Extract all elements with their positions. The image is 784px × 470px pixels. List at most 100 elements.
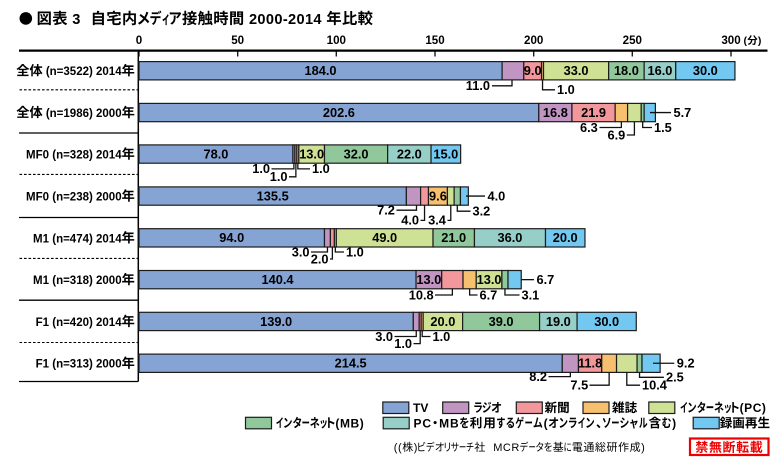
svg-text:1.0: 1.0 xyxy=(557,82,575,97)
svg-text:MCR: MCR xyxy=(493,442,520,454)
svg-text:30.0: 30.0 xyxy=(594,314,619,329)
svg-text:(n=313): (n=313) xyxy=(52,359,93,371)
svg-text:5.7: 5.7 xyxy=(674,105,692,120)
svg-text:(n=3522): (n=3522) xyxy=(46,66,93,78)
svg-text:39.0: 39.0 xyxy=(489,314,514,329)
svg-text:M1: M1 xyxy=(33,233,50,245)
svg-text:21.0: 21.0 xyxy=(441,230,466,245)
svg-text:139.0: 139.0 xyxy=(260,314,292,329)
svg-text:9.2: 9.2 xyxy=(677,356,695,371)
svg-text:13.0: 13.0 xyxy=(299,146,324,161)
svg-text:MF0: MF0 xyxy=(26,192,49,204)
svg-text:6.7: 6.7 xyxy=(480,287,498,302)
svg-text:100: 100 xyxy=(327,34,346,47)
svg-text:2000: 2000 xyxy=(96,108,122,120)
svg-text:94.0: 94.0 xyxy=(219,230,244,245)
svg-text:30.0: 30.0 xyxy=(693,63,718,78)
svg-text:20.0: 20.0 xyxy=(553,230,578,245)
svg-text:1.0: 1.0 xyxy=(270,169,288,184)
svg-text:1.0: 1.0 xyxy=(433,329,451,344)
svg-text:3.4: 3.4 xyxy=(428,213,447,228)
svg-text:78.0: 78.0 xyxy=(203,146,228,161)
svg-text:11.0: 11.0 xyxy=(466,78,490,93)
svg-text:0: 0 xyxy=(136,34,142,47)
svg-text:4.0: 4.0 xyxy=(401,213,419,228)
svg-text:3.0: 3.0 xyxy=(292,244,310,259)
svg-text:(n=318): (n=318) xyxy=(52,275,93,287)
svg-text:): ) xyxy=(414,442,418,454)
svg-text:6.3: 6.3 xyxy=(580,120,598,135)
svg-text:): ) xyxy=(641,442,645,454)
svg-text:MB: MB xyxy=(439,416,459,430)
svg-text:2000-2014: 2000-2014 xyxy=(249,12,322,28)
svg-text:1.0: 1.0 xyxy=(394,336,412,351)
svg-text:2014: 2014 xyxy=(96,66,122,78)
svg-text:2000: 2000 xyxy=(96,359,122,371)
svg-text:2.5: 2.5 xyxy=(666,370,684,385)
svg-text:((: (( xyxy=(394,442,402,454)
svg-text:6.9: 6.9 xyxy=(608,127,626,142)
svg-text:2000: 2000 xyxy=(96,275,122,287)
svg-text:9.6: 9.6 xyxy=(429,188,447,203)
svg-text:21.9: 21.9 xyxy=(581,105,606,120)
svg-text:15.0: 15.0 xyxy=(433,146,458,161)
svg-text:F1: F1 xyxy=(36,317,50,329)
svg-text:32.0: 32.0 xyxy=(344,146,369,161)
svg-text:250: 250 xyxy=(623,34,642,47)
svg-text:2014: 2014 xyxy=(96,233,122,245)
svg-text:16.0: 16.0 xyxy=(647,63,672,78)
svg-text:20.0: 20.0 xyxy=(430,314,455,329)
svg-text:13.0: 13.0 xyxy=(416,272,441,287)
svg-text:2014: 2014 xyxy=(96,150,122,162)
svg-text:1.0: 1.0 xyxy=(346,244,364,259)
svg-text:(: ( xyxy=(744,35,748,47)
svg-text:4.0: 4.0 xyxy=(488,188,506,203)
svg-text:MF0: MF0 xyxy=(26,150,49,162)
svg-text:135.5: 135.5 xyxy=(257,188,289,203)
svg-text:3.0: 3.0 xyxy=(375,329,393,344)
svg-text:): ) xyxy=(672,416,677,430)
svg-text:6.7: 6.7 xyxy=(537,272,555,287)
svg-text:11.8: 11.8 xyxy=(578,356,602,371)
svg-text:50: 50 xyxy=(231,34,244,47)
svg-text:2000: 2000 xyxy=(96,192,122,204)
svg-text:13.0: 13.0 xyxy=(477,272,502,287)
svg-text:150: 150 xyxy=(425,34,444,47)
svg-text:8.2: 8.2 xyxy=(529,369,547,384)
svg-text:(n=1986): (n=1986) xyxy=(46,108,93,120)
svg-text:10.8: 10.8 xyxy=(409,287,434,302)
svg-text:M1: M1 xyxy=(33,275,50,287)
svg-text:1.0: 1.0 xyxy=(312,161,330,176)
svg-text:(: ( xyxy=(544,416,549,430)
svg-text:9.0: 9.0 xyxy=(524,63,542,78)
svg-text:3.1: 3.1 xyxy=(522,287,540,302)
svg-text:2.0: 2.0 xyxy=(311,251,329,266)
svg-text:(n=328): (n=328) xyxy=(52,150,93,162)
svg-text:(MB): (MB) xyxy=(335,416,364,430)
svg-text:300: 300 xyxy=(721,34,740,47)
svg-text:(n=474): (n=474) xyxy=(52,233,93,245)
svg-text:22.0: 22.0 xyxy=(397,146,422,161)
svg-text:(n=420): (n=420) xyxy=(52,317,93,329)
svg-text:36.0: 36.0 xyxy=(498,230,523,245)
svg-text:7.5: 7.5 xyxy=(570,378,588,393)
svg-text:): ) xyxy=(758,35,762,47)
svg-text:16.8: 16.8 xyxy=(543,105,568,120)
svg-text:184.0: 184.0 xyxy=(305,63,337,78)
svg-text:1.0: 1.0 xyxy=(252,161,270,176)
svg-text:18.0: 18.0 xyxy=(614,63,639,78)
svg-text:3: 3 xyxy=(72,12,80,28)
svg-text:2014: 2014 xyxy=(96,317,122,329)
svg-text:(PC): (PC) xyxy=(740,401,767,415)
svg-text:10.4: 10.4 xyxy=(642,378,668,393)
svg-text:214.5: 214.5 xyxy=(335,356,367,371)
svg-text:PC: PC xyxy=(414,416,432,430)
svg-text:200: 200 xyxy=(524,34,543,47)
svg-text:(n=238): (n=238) xyxy=(52,192,93,204)
svg-text:7.2: 7.2 xyxy=(377,203,395,218)
svg-text:TV: TV xyxy=(413,401,428,415)
svg-text:49.0: 49.0 xyxy=(372,230,397,245)
svg-text:3.2: 3.2 xyxy=(473,204,491,219)
svg-text:140.4: 140.4 xyxy=(262,272,295,287)
svg-text:33.0: 33.0 xyxy=(564,63,589,78)
